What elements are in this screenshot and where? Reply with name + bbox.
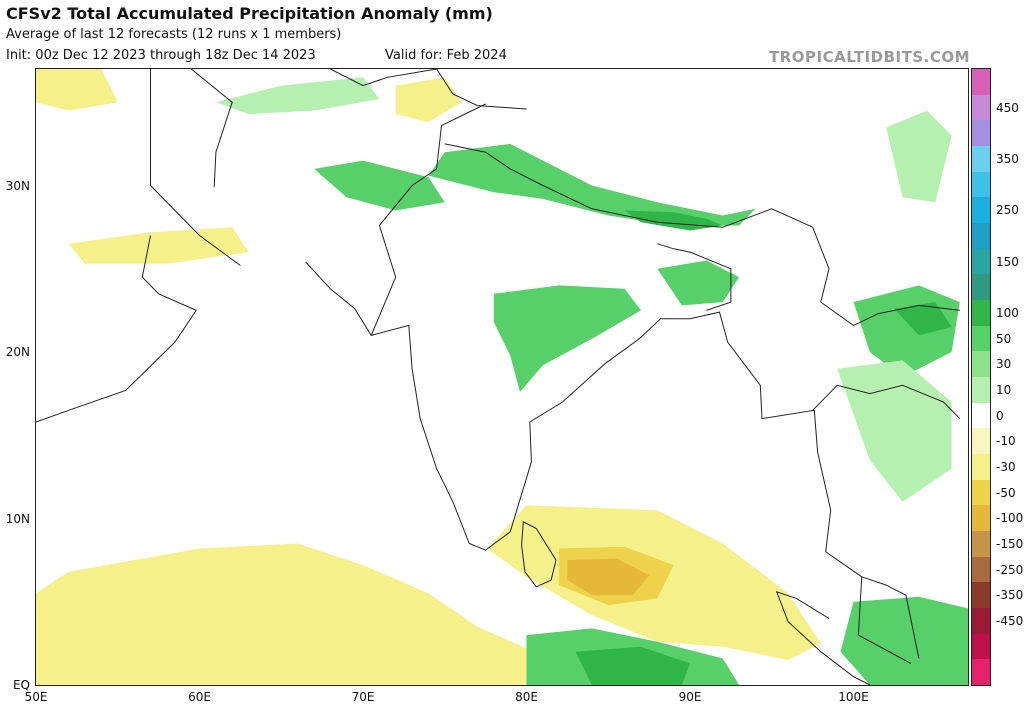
anomaly-region-central-india-wet [493,285,641,392]
colorbar-segment [972,428,990,455]
anomaly-regions [36,69,968,685]
colorbar-label: 50 [996,331,1012,346]
colorbar-label: 0 [996,408,1004,423]
colorbar-label: -350 [996,588,1024,603]
latitude-label: EQ [12,678,30,692]
anomaly-region-northwest-yellow [36,69,118,111]
colorbar-label: -450 [996,613,1024,628]
outline-6 [657,243,732,311]
anomaly-region-myanmar-wet [853,285,960,377]
colorbar-segment [972,556,990,583]
outline-0 [150,69,241,266]
colorbar-segment [972,146,990,173]
anomaly-region-bengal-wet [657,260,740,306]
colorbar-label: -50 [996,485,1016,500]
colorbar-segment [972,223,990,250]
colorbar-segment [972,351,990,378]
outline-8 [812,384,961,419]
longitude-label: 80E [515,690,538,704]
colorbar-segment [972,454,990,481]
map-panel [35,68,969,686]
outline-3 [330,69,527,110]
chart-title: CFSv2 Total Accumulated Precipitation An… [6,4,493,23]
colorbar-segment [972,633,990,660]
latitude-label: 10N [5,511,30,526]
outline-2 [36,235,197,423]
outline-9 [861,576,920,659]
colorbar-segment [972,377,990,404]
colorbar-segment [972,659,990,686]
outline-10 [775,590,871,685]
colorbar-segment [972,325,990,352]
outline-sri-lanka [521,521,557,588]
anomaly-region-china-east-wet [886,110,952,203]
longitude-label: 100E [838,690,869,704]
colorbar-segment [972,505,990,532]
colorbar-label: 30 [996,357,1012,372]
colorbar-segment [972,531,990,558]
anomaly-region-sumatra-wet [840,596,968,685]
colorbar-label: 100 [996,305,1019,320]
colorbar-segment [972,171,990,198]
colorbar [971,68,991,686]
longitude-label: 60E [188,690,211,704]
anomaly-region-kashmir-yellow [395,77,462,123]
outline-5 [370,103,486,336]
latitude-label: 20N [5,345,30,360]
colorbar-label: 250 [996,203,1019,218]
longitude-label: 50E [24,690,48,704]
anomaly-region-equator-orange-core [567,558,650,596]
colorbar-segment [972,479,990,506]
colorbar-label: -30 [996,459,1016,474]
colorbar-segment [972,120,990,147]
colorbar-segment [972,300,990,327]
longitude-label: 90E [678,690,702,704]
valid-time: Valid for: Feb 2024 [385,48,507,63]
anomaly-region-indochina-light-wet [837,360,952,502]
outline-4 [444,143,813,228]
map-canvas [36,69,968,685]
init-time: Init: 00z Dec 12 2023 through 18z Dec 14… [6,48,316,63]
longitude-label: 70E [351,690,375,704]
colorbar-segment [972,248,990,275]
colorbar-segment [972,69,990,96]
colorbar-label: -100 [996,511,1024,526]
country-outlines [36,69,961,685]
colorbar-segment [972,608,990,635]
anomaly-region-tropical-yellow [36,543,527,685]
anomaly-region-myanmar-core-wet [894,302,952,336]
colorbar-label: 450 [996,100,1019,115]
colorbar-segment [972,94,990,121]
colorbar-label: -250 [996,562,1024,577]
anomaly-region-pakistan-wet [314,160,445,211]
colorbar-label: 350 [996,151,1019,166]
colorbar-segment [972,197,990,224]
latitude-label: 30N [5,178,30,193]
anomaly-region-afghan-wet [215,77,380,114]
colorbar-segment [972,274,990,301]
colorbar-label: 10 [996,382,1012,397]
brand-watermark: TROPICALTIDBITS.COM [769,48,970,66]
colorbar-segment [972,402,990,429]
outline-1 [305,261,912,664]
chart-subtitle: Average of last 12 forecasts (12 runs x … [6,27,342,42]
anomaly-region-arabia-yellow [68,227,249,264]
colorbar-label: -150 [996,536,1024,551]
outline-11 [190,69,233,188]
colorbar-label: -10 [996,434,1016,449]
outline-7 [812,227,960,326]
anomaly-region-tibet-wet [428,143,756,226]
colorbar-segment [972,582,990,609]
colorbar-label: 150 [996,254,1019,269]
anomaly-region-equator-core-wet [575,646,690,685]
